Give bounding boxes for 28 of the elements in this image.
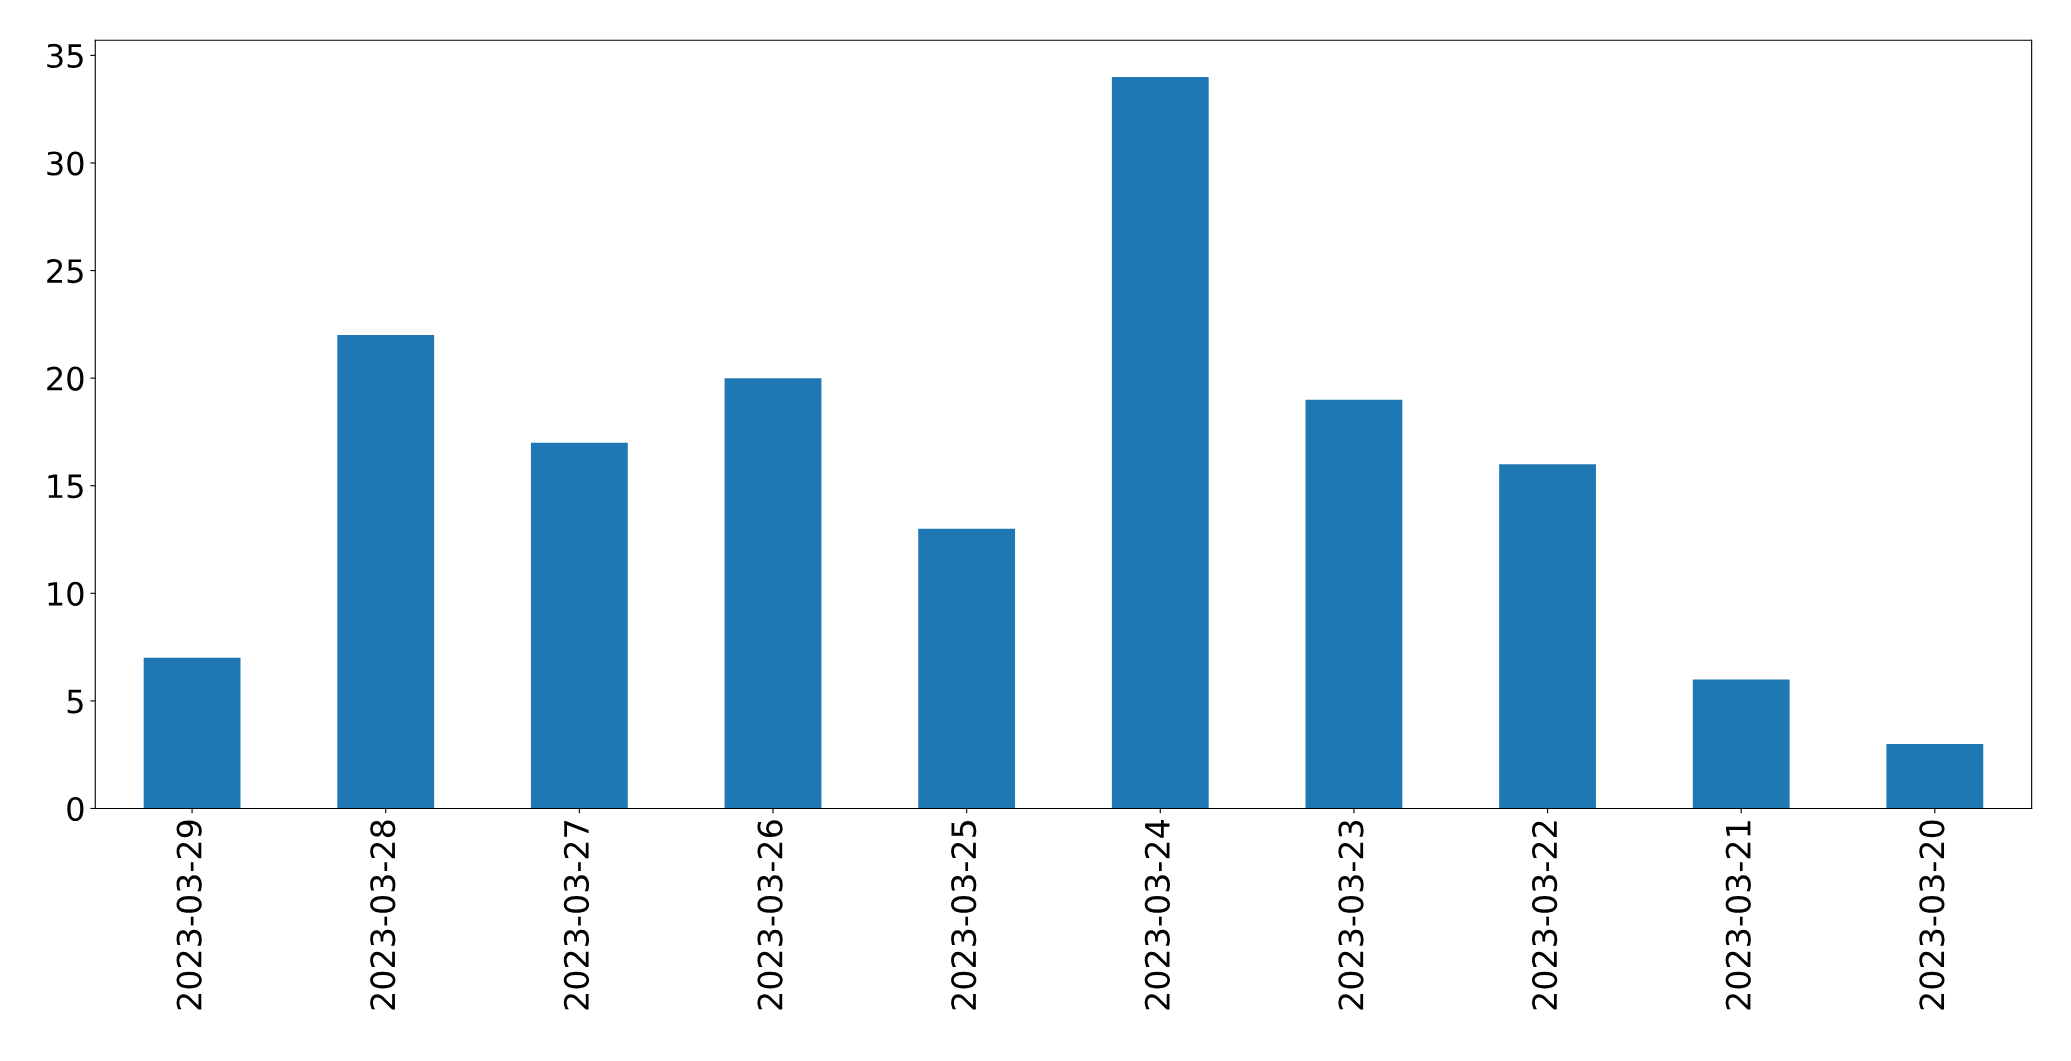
bar [724, 378, 822, 809]
y-tick-label: 20 [47, 366, 84, 391]
x-tick-label: 2023-03-25 [951, 821, 977, 1010]
x-tick-label: 2023-03-27 [563, 821, 590, 1010]
bar [1499, 464, 1596, 809]
bar [1692, 679, 1790, 809]
bar [337, 335, 435, 809]
x-tick-label: 2023-03-26 [757, 820, 783, 1010]
bar [143, 657, 241, 809]
x-tick-label: 2023-03-28 [370, 820, 396, 1010]
bar [1886, 743, 1984, 809]
bar [1111, 76, 1209, 809]
y-tick-label: 35 [47, 43, 83, 68]
y-tick-label: 5 [67, 689, 83, 714]
y-tick-label: 0 [67, 796, 84, 822]
x-tick-label: 2023-03-21 [1725, 821, 1751, 1010]
x-tick-label: 2023-03-20 [1919, 820, 1945, 1010]
bar [1305, 399, 1403, 809]
x-tick-label: 2023-03-24 [1144, 820, 1170, 1010]
x-tick-label: 2023-03-22 [1532, 821, 1558, 1010]
y-tick-label: 10 [48, 581, 84, 606]
y-tick-label: 15 [48, 474, 83, 499]
y-tick-label: 30 [47, 151, 84, 176]
bar [918, 528, 1016, 809]
x-tick-label: 2023-03-29 [176, 820, 202, 1010]
y-tick-label: 25 [47, 258, 83, 284]
x-tick-label: 2023-03-23 [1338, 820, 1364, 1010]
bar [530, 442, 628, 809]
